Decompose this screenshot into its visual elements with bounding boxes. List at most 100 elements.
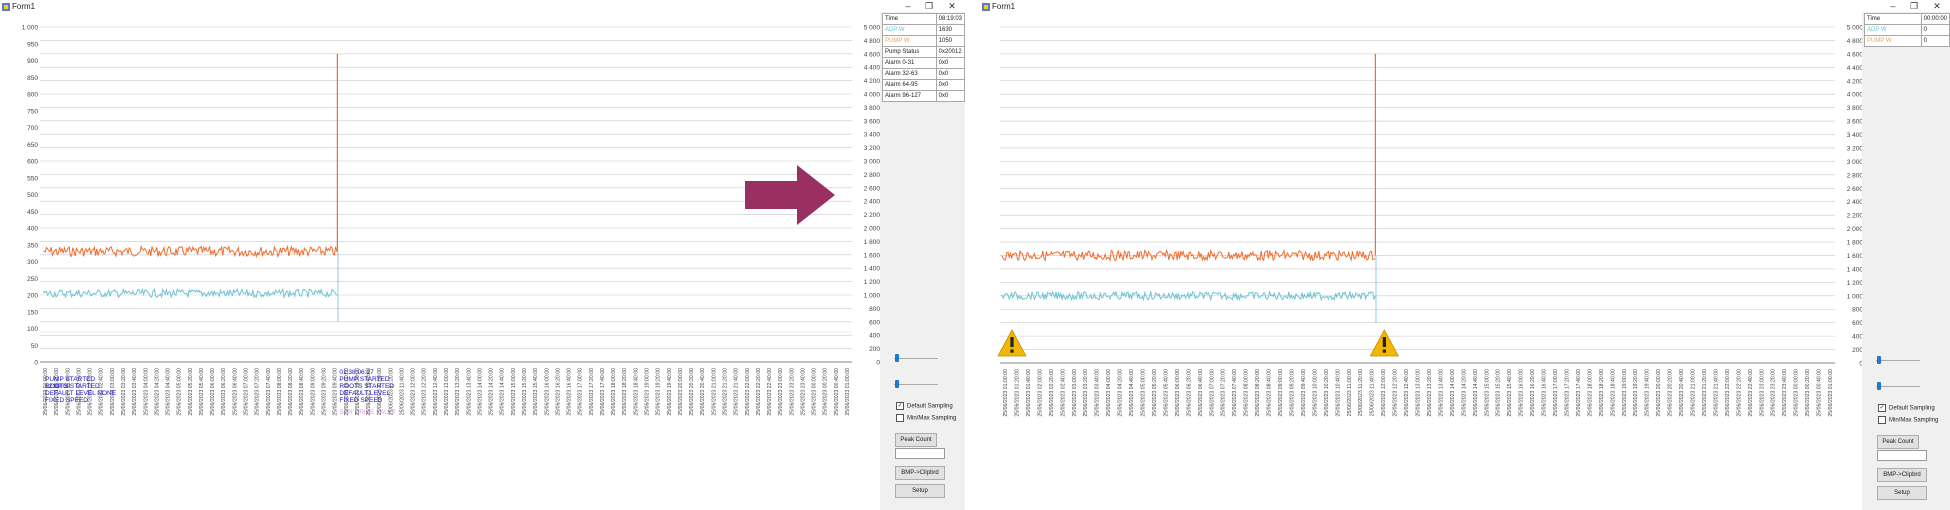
checkbox-checked-icon[interactable]: ✓ — [896, 402, 904, 410]
window-title: Form1 — [992, 2, 1016, 11]
y-right-tick-label: 4 400 — [864, 65, 880, 72]
checkbox-empty-icon[interactable] — [1878, 416, 1886, 424]
x-tick-label: 25/06/2023 11:40:00 — [1370, 369, 1376, 416]
y-left-tick-label: 500 — [27, 192, 38, 199]
peak-count-field[interactable] — [895, 448, 945, 459]
x-tick-label: 25/06/2023 08:40:00 — [1267, 369, 1273, 417]
y-right-tick-label: 2 800 — [1847, 172, 1862, 179]
y-right-tick-label: 1 800 — [864, 239, 880, 246]
x-tick-label: 25/06/2023 14:40:00 — [500, 368, 506, 416]
restore-button[interactable]: ❐ — [1909, 1, 1919, 11]
y-right-tick-label: 1 400 — [864, 266, 880, 273]
warning-label: SPR DRIVE FAULT — [339, 409, 396, 416]
bmp-clipboard-button[interactable]: BMP->Clipbrd — [1877, 468, 1927, 482]
x-tick-label: 25/06/2023 14:20:00 — [489, 368, 495, 416]
checkbox-empty-icon[interactable] — [896, 414, 904, 422]
x-tick-label: 25/06/2023 18:20:00 — [622, 368, 628, 416]
restore-button[interactable]: ❐ — [924, 1, 934, 11]
x-tick-label: 25/06/2023 20:20:00 — [1668, 369, 1674, 417]
minimize-button[interactable]: – — [905, 1, 911, 11]
x-tick-label: 25/06/2023 12:20:00 — [422, 368, 428, 416]
y-left-tick-label: 800 — [27, 92, 38, 99]
adp-w-label: ADP W — [882, 24, 937, 36]
x-tick-label: 25/06/2023 04:00:00 — [143, 368, 149, 416]
x-tick-label: 25/06/2023 06:00:00 — [1175, 369, 1181, 417]
checkbox-checked-icon[interactable]: ✓ — [1878, 404, 1886, 412]
close-button[interactable]: ✕ — [948, 1, 956, 11]
y-right-tick-label: 3 800 — [864, 105, 880, 112]
minmax-sampling-label: Min/Max Sampling — [907, 415, 957, 422]
x-tick-label: 25/06/2023 12:40:00 — [433, 368, 439, 416]
x-tick-label: 25/06/2023 21:00:00 — [711, 368, 717, 416]
adp-w-value: 0 — [1920, 24, 1950, 36]
warning-icon[interactable] — [1369, 329, 1400, 357]
x-tick-label: 25/06/2023 13:00:00 — [1416, 369, 1422, 417]
y-left-tick-label: 700 — [27, 125, 38, 132]
status-table: Time 08:19:03 ADP W 1630 PUMP W 1050 Pump S… — [882, 13, 965, 102]
y-right-tick-label: 0 — [1859, 361, 1862, 368]
y-right-tick-label: 4 800 — [864, 38, 880, 45]
x-tick-label: 25/06/2023 08:40:00 — [299, 368, 305, 416]
x-tick-label: 25/06/2023 16:40:00 — [1542, 369, 1548, 417]
x-tick-label: 25/06/2023 01:40:00 — [65, 368, 71, 416]
x-tick-label: 25/06/2023 02:40:00 — [99, 368, 105, 416]
adp-w-label: ADP W — [1864, 24, 1922, 36]
y-left-tick-label: 450 — [27, 209, 38, 216]
x-tick-label: 25/06/2023 17:40:00 — [1576, 369, 1582, 417]
close-button[interactable]: ✕ — [1933, 1, 1941, 11]
y-left-tick-label: 850 — [27, 75, 38, 82]
slider-thumb[interactable] — [895, 380, 899, 388]
slider-thumb[interactable] — [1877, 382, 1881, 390]
x-tick-label: 25/06/2023 14:00:00 — [1450, 369, 1456, 417]
minmax-sampling-checkbox[interactable]: Min/Max Sampling — [1878, 416, 1938, 425]
default-sampling-label: Default Sampling — [907, 403, 953, 410]
bmp-clipboard-button[interactable]: BMP->Clipbrd — [895, 466, 945, 480]
default-sampling-checkbox[interactable]: ✓ Default Sampling — [896, 402, 953, 411]
slider-thumb[interactable] — [1877, 356, 1881, 364]
x-tick-label: 25/06/2023 14:40:00 — [1473, 369, 1479, 417]
minmax-sampling-checkbox[interactable]: Min/Max Sampling — [896, 414, 956, 423]
y-left-tick-label: 200 — [27, 293, 38, 300]
x-tick-label: 25/06/2023 03:20:00 — [121, 368, 127, 416]
lower-slider[interactable] — [894, 380, 938, 388]
peak-count-button[interactable]: Peak Count — [1877, 435, 1919, 449]
y-right-tick-label: 3 000 — [864, 159, 880, 166]
x-tick-label: 25/06/2023 10:40:00 — [1335, 369, 1341, 417]
y-left-tick-label: 300 — [27, 259, 38, 266]
pump-w-label: PUMP W — [882, 35, 937, 47]
y-right-tick-label: 3 800 — [1847, 105, 1862, 112]
x-tick-label: 25/06/2023 01:00:00 — [845, 368, 851, 416]
upper-slider[interactable] — [894, 354, 938, 362]
event-label: DEFAULT LEVEL — [339, 390, 390, 397]
warning-icon[interactable] — [997, 329, 1027, 357]
lower-slider[interactable] — [1876, 382, 1920, 390]
default-sampling-checkbox[interactable]: ✓ Default Sampling — [1878, 404, 1935, 413]
x-tick-label: 25/06/2023 21:40:00 — [1713, 369, 1719, 417]
x-tick-label: 25/06/2023 16:20:00 — [555, 368, 561, 416]
x-tick-label: 25/06/2023 00:20:00 — [1805, 369, 1811, 417]
x-tick-label: 25/06/2023 09:40:00 — [1301, 369, 1307, 417]
x-tick-label: 25/06/2023 00:20:00 — [823, 368, 829, 416]
window-title: Form1 — [12, 2, 36, 11]
y-right-tick-label: 3 000 — [1847, 159, 1862, 166]
setup-button[interactable]: Setup — [895, 484, 945, 498]
minimize-button[interactable]: – — [1890, 1, 1896, 11]
slider-thumb[interactable] — [895, 354, 899, 362]
alarm-0-31-value: 0x0 — [935, 57, 965, 69]
x-tick-label: 25/06/2023 08:00:00 — [1244, 369, 1250, 417]
y-right-tick-label: 1 600 — [1847, 253, 1862, 260]
x-tick-label: 25/06/2023 00:00:00 — [812, 368, 818, 416]
x-tick-label: 25/06/2023 22:20:00 — [1736, 369, 1742, 417]
peak-count-button[interactable]: Peak Count — [895, 433, 937, 447]
x-tick-label: 25/06/2023 11:00:00 — [377, 368, 383, 415]
x-tick-label: 25/06/2023 22:00:00 — [1725, 369, 1731, 417]
y-right-tick-label: 1 000 — [864, 293, 880, 300]
x-tick-label: 25/06/2023 05:00:00 — [1141, 369, 1147, 417]
peak-count-field[interactable] — [1877, 450, 1927, 461]
setup-button[interactable]: Setup — [1877, 486, 1927, 500]
upper-slider[interactable] — [1876, 356, 1920, 364]
x-tick-label: 25/06/2023 08:20:00 — [1255, 369, 1261, 417]
event-label: PUMP STARTED — [339, 376, 390, 383]
